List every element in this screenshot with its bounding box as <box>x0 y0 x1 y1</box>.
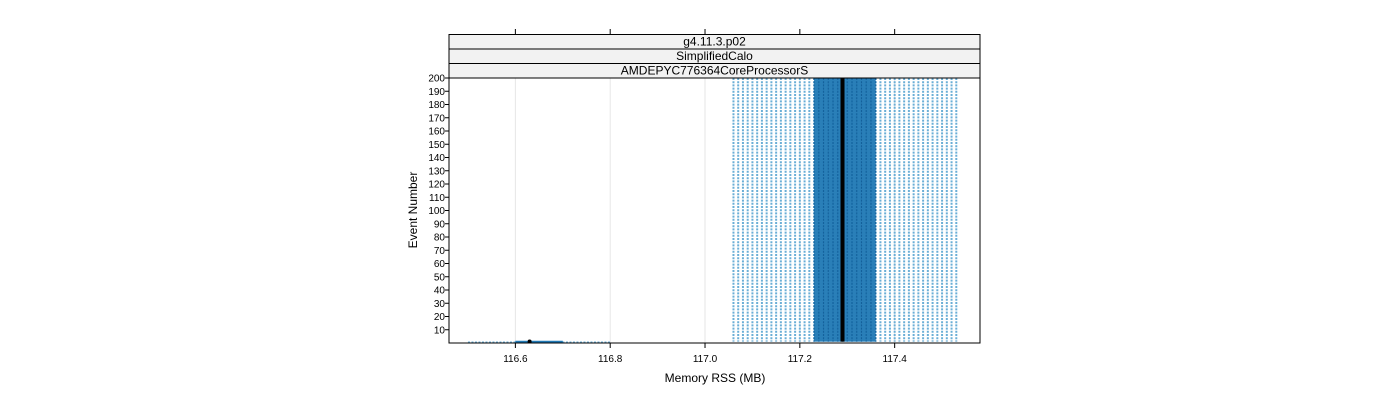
x-axis-title: Memory RSS (MB) <box>665 371 766 385</box>
y-tick-label-15: 160 <box>428 127 445 138</box>
x-axis: 116.6 116.8 117.0 117.2 117.4 <box>503 29 907 365</box>
y-tick-label-1: 20 <box>434 312 446 323</box>
y-tick-label-11: 120 <box>428 180 445 191</box>
y-tick-label-16: 170 <box>428 113 445 124</box>
y-tick-label-19: 200 <box>428 74 445 85</box>
dense-band <box>814 78 876 342</box>
strip-label-1: SimplifiedCalo <box>676 49 753 63</box>
data-marks <box>467 78 958 344</box>
y-tick-label-5: 60 <box>434 259 446 270</box>
y-tick-label-2: 30 <box>434 299 446 310</box>
y-tick-label-8: 90 <box>434 219 446 230</box>
strip-label-2: AMDEPYC776364CoreProcessorS <box>621 64 808 78</box>
strip-label-0: g4.11.3.p02 <box>683 35 746 49</box>
y-tick-label-10: 110 <box>429 193 445 204</box>
x-tick-label-3: 117.2 <box>788 354 813 365</box>
y-axis-title: Event Number <box>406 172 420 249</box>
y-tick-label-6: 70 <box>434 246 446 257</box>
strip-headers: g4.11.3.p02SimplifiedCaloAMDEPYC776364Co… <box>448 34 981 79</box>
x-tick-label-0: 116.6 <box>503 354 528 365</box>
y-tick-label-18: 190 <box>428 87 445 98</box>
y-tick-label-0: 10 <box>434 325 446 336</box>
y-tick-label-14: 150 <box>428 140 445 151</box>
y-tick-label-13: 140 <box>428 153 445 164</box>
x-tick-label-4: 117.4 <box>883 354 908 365</box>
x-tick-label-1: 116.8 <box>598 354 623 365</box>
x-tick-label-2: 117.0 <box>693 354 718 365</box>
y-tick-label-17: 180 <box>428 100 445 111</box>
y-tick-label-4: 50 <box>434 272 446 283</box>
y-tick-label-3: 40 <box>434 286 446 297</box>
y-axis: 10 20 30 40 50 60 70 80 90 100 110 120 130 140 150 160 1… <box>428 74 449 336</box>
y-tick-label-7: 80 <box>434 233 446 244</box>
y-tick-label-12: 130 <box>428 166 445 177</box>
y-tick-label-9: 100 <box>428 206 445 217</box>
